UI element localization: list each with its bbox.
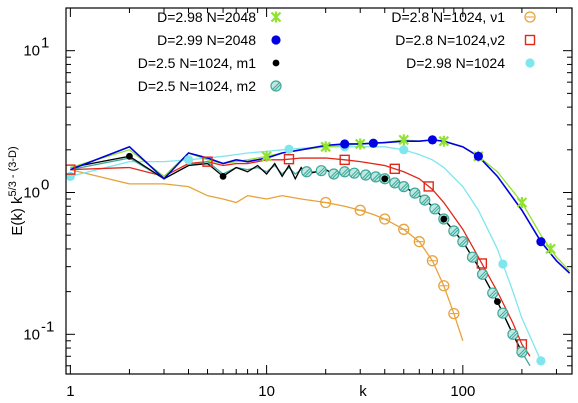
y-tick-exponent: -1 <box>41 318 54 335</box>
data-point-s6-2 <box>284 144 294 154</box>
data-point-s1-2 <box>427 135 438 145</box>
data-point-s3-1 <box>315 165 327 177</box>
data-point-s4-2 <box>379 213 391 225</box>
data-point-s0-3 <box>398 134 410 146</box>
data-point-s3-11 <box>419 194 431 206</box>
series-line-2 <box>70 155 523 353</box>
x-tick-label: 100 <box>450 383 475 400</box>
y-axis-label: E(k) k5/3 - (3-D) <box>7 146 26 235</box>
data-point-s0-7 <box>545 243 556 255</box>
legend-marker <box>524 34 536 46</box>
data-point-s4-1 <box>354 204 366 216</box>
plot-frame <box>65 7 573 375</box>
data-point-s4-4 <box>413 236 425 248</box>
data-point-s3-21 <box>516 346 528 358</box>
data-point-s5-2 <box>283 153 295 165</box>
data-point-s6-6 <box>536 356 546 366</box>
series-line-1 <box>70 139 571 274</box>
data-point-s2-1 <box>219 172 227 180</box>
legend-label: D=2.98 N=2048 <box>157 9 256 25</box>
data-point-s5-4 <box>389 163 400 175</box>
data-point-s6-0 <box>66 171 75 181</box>
data-point-s1-1 <box>368 138 378 148</box>
data-point-s3-12 <box>429 203 441 215</box>
data-point-s4-7 <box>448 307 460 320</box>
x-axis-label: k <box>359 383 367 400</box>
data-point-s0-4 <box>438 135 450 147</box>
data-point-s3-16 <box>466 251 479 263</box>
legend-label: D=2.8 N=1024, ν1 <box>391 9 505 25</box>
y-tick-exponent: 0 <box>41 177 49 194</box>
data-point-s1-4 <box>536 237 546 247</box>
data-point-s0-6 <box>516 197 528 209</box>
legend: D=2.98 N=2048 D=2.8 N=1024, ν1 D=2.99 N=20… <box>138 9 536 94</box>
data-point-s6-5 <box>498 259 508 269</box>
y-tick-label: 10 <box>23 43 40 60</box>
data-point-s5-1 <box>202 156 213 167</box>
legend-label: D=2.99 N=2048 <box>157 32 256 48</box>
data-point-s1-0 <box>340 139 350 149</box>
y-tick-exponent: 1 <box>41 35 49 52</box>
legend-marker <box>524 11 536 23</box>
data-point-s3-20 <box>507 328 519 340</box>
data-point-s3-10 <box>409 187 421 199</box>
data-point-s5-3 <box>339 154 350 166</box>
data-point-s3-19 <box>497 307 509 319</box>
data-point-s3-0 <box>301 166 313 178</box>
series-line-0 <box>70 139 571 272</box>
data-point-s3-3 <box>339 166 351 178</box>
data-point-s0-0 <box>261 150 272 162</box>
data-point-s3-17 <box>476 268 489 280</box>
data-point-s5-6 <box>476 258 488 269</box>
data-point-s3-2 <box>328 168 340 180</box>
series-markers <box>66 134 556 366</box>
data-point-s3-5 <box>360 169 372 181</box>
legend-marker <box>270 11 282 23</box>
data-point-s0-1 <box>320 141 331 153</box>
data-point-s3-15 <box>457 236 469 248</box>
data-point-s3-8 <box>389 177 401 189</box>
data-point-s3-18 <box>487 287 499 299</box>
data-point-s5-0 <box>66 164 76 175</box>
x-tick-label: 10 <box>258 383 275 400</box>
legend-marker <box>270 80 282 92</box>
data-point-s4-5 <box>426 255 439 267</box>
data-point-s4-6 <box>438 280 450 292</box>
y-tick-label: 10 <box>23 326 40 343</box>
x-tick-label: 1 <box>66 383 74 400</box>
legend-marker <box>272 59 280 67</box>
data-point-s6-1 <box>183 155 194 165</box>
y-axis-label-base: E(k) k <box>9 196 26 236</box>
data-point-s5-5 <box>423 181 434 192</box>
series-line-5 <box>70 157 531 357</box>
data-point-s2-2 <box>381 175 389 183</box>
legend-marker <box>525 58 535 68</box>
data-point-s1-3 <box>473 151 483 161</box>
data-point-s4-3 <box>398 223 410 235</box>
legend-label: D=2.8 N=1024,ν2 <box>395 32 505 48</box>
y-axis-label-exponent: 5/3 - (3-D) <box>7 146 19 196</box>
legend-label: D=2.5 N=1024, m1 <box>138 55 257 71</box>
legend-label: D=2.5 N=1024, m2 <box>138 78 257 94</box>
data-point-s2-0 <box>126 152 133 160</box>
data-point-s4-0 <box>320 196 332 209</box>
axis-labels: k E(k) k5/3 - (3-D) <box>7 146 367 400</box>
legend-marker <box>271 35 281 45</box>
y-tick-label: 10 <box>23 185 40 202</box>
data-point-s3-6 <box>370 171 382 183</box>
data-point-s2-3 <box>440 215 448 223</box>
data-point-s2-4 <box>493 298 501 306</box>
data-point-s3-9 <box>398 181 410 193</box>
data-point-s3-4 <box>348 167 360 179</box>
data-point-s3-14 <box>448 225 460 237</box>
legend-label: D=2.98 N=1024 <box>406 55 505 71</box>
series-line-4 <box>70 168 464 342</box>
data-point-s6-4 <box>399 145 409 155</box>
data-point-s0-2 <box>354 138 366 150</box>
